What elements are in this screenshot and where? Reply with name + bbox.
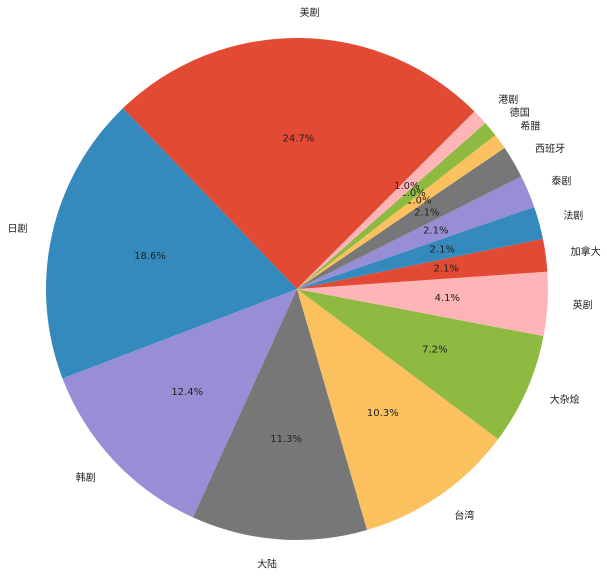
slice-label: 加拿大 [571,245,601,258]
pie-slice [192,289,368,540]
value-label: 4.1% [435,293,460,304]
value-label: 1.0% [394,181,419,192]
value-label: 10.3% [367,408,399,419]
pie-slice [297,147,522,289]
value-label: 11.3% [270,434,302,445]
pie-slice [297,123,496,290]
pie-slice [297,135,505,289]
value-label: 2.1% [414,208,439,219]
pie-slice [297,289,499,531]
value-label: 1.0% [400,188,425,199]
slice-label: 美剧 [300,6,320,19]
slice-label: 日剧 [8,223,28,235]
value-label: 1.0% [406,195,431,206]
slice-label: 台湾 [454,509,474,522]
value-label: 2.1% [430,244,455,255]
slice-label: 德国 [510,106,530,119]
slice-label: 港剧 [498,94,518,106]
slice-label: 大陆 [257,557,277,570]
slice-label: 大杂烩 [550,393,580,406]
slice-label: 韩剧 [76,471,96,484]
value-label: 2.1% [423,225,448,236]
slice-label: 法剧 [563,209,583,222]
slice-label: 西班牙 [535,143,565,155]
slice-label: 英剧 [573,298,593,311]
slice-label: 希腊 [520,120,540,133]
value-label: 18.6% [134,251,166,262]
pie-slice [297,176,535,289]
pie-slice [297,271,549,337]
value-label: 2.1% [434,264,459,275]
pie-slice [297,206,543,289]
slice-label: 泰剧 [551,175,571,188]
pie-slice [297,111,486,289]
pie-slice [122,38,475,290]
value-label: 7.2% [422,345,447,356]
pie-slice [46,108,298,379]
pie-slice [297,289,544,440]
pie-slice [297,238,548,289]
pie-slice [62,289,298,518]
value-label: 12.4% [171,387,203,398]
value-label: 24.7% [283,133,315,144]
